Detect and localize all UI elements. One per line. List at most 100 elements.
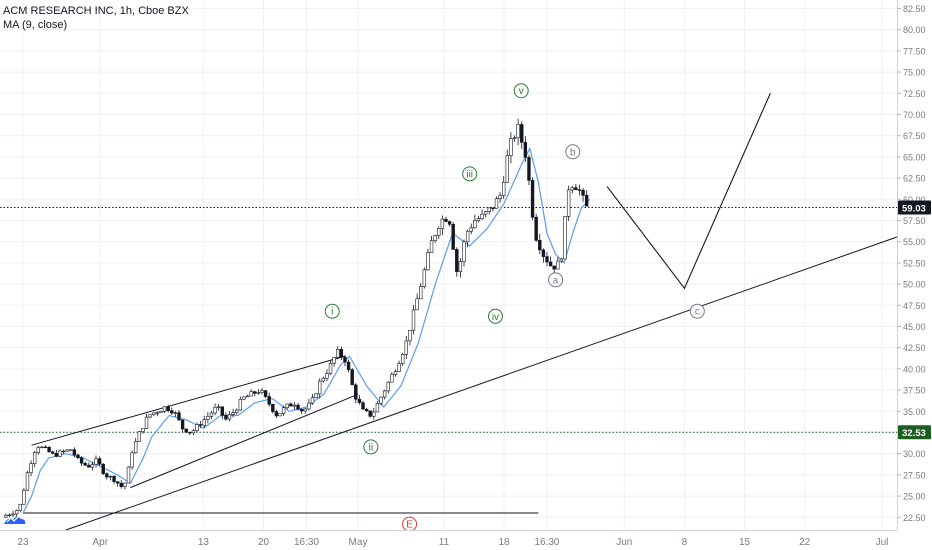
- candle-body: [473, 220, 477, 229]
- candle-body: [498, 195, 502, 200]
- candle-body: [307, 402, 311, 410]
- candle-body: [18, 503, 22, 511]
- candle-body: [350, 369, 354, 386]
- y-tick-label: 40.00: [903, 364, 926, 374]
- candle: [188, 431, 192, 436]
- candle: [260, 387, 264, 395]
- candle: [447, 220, 452, 227]
- candle: [404, 335, 408, 359]
- wave-label-text: v: [519, 86, 524, 97]
- candle-body: [465, 230, 470, 243]
- y-tick-label: 45.00: [903, 322, 926, 332]
- candle: [184, 428, 188, 433]
- candle: [7, 513, 12, 518]
- candle-body: [419, 286, 423, 300]
- wave-label-text: iii: [466, 169, 473, 180]
- y-tick-label: 80.00: [903, 25, 926, 35]
- candle: [317, 378, 322, 399]
- candle: [47, 446, 51, 453]
- candle-body: [32, 452, 37, 464]
- legend-indicator[interactable]: MA (9, close): [3, 19, 68, 31]
- trendline: [130, 393, 359, 489]
- candle-body: [47, 446, 51, 453]
- wave-label-circle: [513, 83, 529, 99]
- candle-body: [332, 357, 336, 364]
- candle: [458, 258, 463, 278]
- candle-body: [134, 441, 138, 454]
- candle-body: [148, 414, 152, 418]
- candle-body: [509, 138, 513, 156]
- candle: [213, 403, 217, 416]
- legend: ACM RESEARCH INC, 1h, Cboe BZX MA (9, cl…: [3, 4, 189, 32]
- candle-body: [65, 449, 69, 452]
- candle-body: [87, 464, 91, 468]
- candle-body: [516, 124, 520, 139]
- candle-body: [462, 241, 466, 262]
- candle-body: [480, 213, 484, 219]
- candle-body: [566, 189, 571, 217]
- candle-body: [379, 396, 383, 404]
- candle-body: [336, 348, 340, 358]
- candle: [65, 449, 69, 452]
- candle: [224, 412, 228, 421]
- candle-body: [123, 482, 127, 487]
- candle-body: [289, 403, 293, 407]
- candle-body: [72, 449, 77, 456]
- candle: [469, 223, 473, 235]
- candle: [69, 449, 73, 451]
- candle: [480, 209, 484, 221]
- candle: [411, 305, 416, 335]
- candle: [155, 411, 160, 417]
- candle-body: [170, 410, 174, 414]
- candle-body: [292, 404, 297, 407]
- candle: [126, 466, 131, 484]
- wave-label: ii: [363, 439, 379, 455]
- candle: [584, 190, 589, 207]
- candle-body: [267, 396, 271, 405]
- candle-body: [296, 404, 300, 410]
- candle-body: [40, 446, 44, 449]
- candle: [162, 406, 167, 414]
- candle: [491, 207, 495, 212]
- candle: [76, 453, 80, 460]
- x-tick-label: 16:30: [534, 537, 559, 548]
- candle: [429, 235, 434, 254]
- candle: [43, 445, 48, 449]
- candle: [433, 234, 437, 243]
- candle: [440, 215, 445, 236]
- y-tick-label: 25.00: [903, 492, 926, 502]
- candle-body: [505, 155, 510, 183]
- candle-body: [552, 265, 556, 270]
- candle: [170, 407, 174, 415]
- candle: [134, 438, 138, 454]
- wave-label-circle: [462, 166, 478, 182]
- candle-body: [483, 211, 488, 215]
- candle: [559, 257, 564, 264]
- candle-body: [455, 249, 459, 272]
- wave-label-circle: [565, 144, 581, 160]
- candle: [357, 395, 362, 405]
- candle: [101, 463, 105, 475]
- wave-label-text: a: [553, 275, 559, 286]
- candle: [368, 410, 372, 418]
- candle: [61, 449, 66, 454]
- candle: [256, 389, 261, 395]
- candle-body: [408, 329, 412, 342]
- y-tick-label: 77.50: [903, 46, 926, 56]
- wave-label-text: E: [406, 520, 413, 531]
- candle: [235, 408, 239, 415]
- candle-body: [314, 393, 318, 398]
- wave-label: b: [565, 144, 581, 160]
- candle: [527, 154, 531, 186]
- candle: [195, 422, 199, 433]
- candle-body: [491, 207, 495, 209]
- candle-body: [155, 412, 160, 414]
- candle: [177, 410, 181, 422]
- wave-label-circle: [487, 308, 503, 324]
- legend-title[interactable]: ACM RESEARCH INC, 1h, Cboe BZX: [3, 5, 189, 17]
- candle-body: [202, 419, 206, 426]
- candle: [397, 360, 401, 373]
